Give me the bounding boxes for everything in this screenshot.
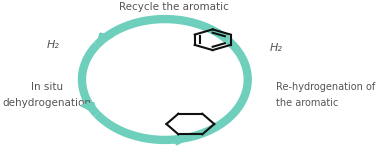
Text: dehydrogenation: dehydrogenation [2,98,92,108]
Text: H₂: H₂ [47,40,60,49]
Polygon shape [97,33,113,45]
Text: H₂: H₂ [270,43,283,53]
Polygon shape [97,33,113,45]
Polygon shape [170,136,193,145]
Text: Re-hydrogenation of: Re-hydrogenation of [276,83,376,92]
Polygon shape [81,103,97,114]
Text: the aromatic: the aromatic [276,98,339,108]
Text: Recycle the aromatic: Recycle the aromatic [119,2,230,12]
Text: In situ: In situ [31,83,63,92]
